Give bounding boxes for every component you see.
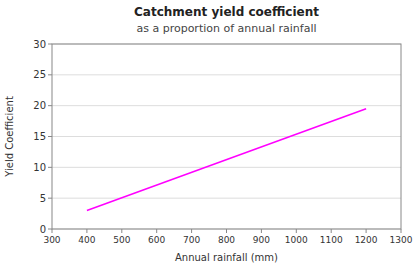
y-axis-label: Yield Coefficient <box>4 96 15 178</box>
plot-area <box>87 109 366 211</box>
axes: 300 400 500 600 700 800 900 1000 1100 1200 1300 0 5 1… <box>33 39 412 246</box>
y-tick <box>48 44 52 45</box>
x-axis-label: Annual rainfall (mm) <box>175 252 278 263</box>
x-tick <box>296 229 297 233</box>
data-line <box>87 109 366 211</box>
x-tick-label: 800 <box>218 235 235 245</box>
x-tick-label: 900 <box>253 235 270 245</box>
chart-title: Catchment yield coefficient <box>134 5 319 19</box>
y-tick-label: 0 <box>40 224 46 235</box>
chart-container: 300 400 500 600 700 800 900 1000 1100 1200 1300 0 5 1… <box>0 0 417 267</box>
x-tick-label: 1000 <box>285 235 308 245</box>
x-tick <box>401 229 402 233</box>
y-tick <box>48 229 52 230</box>
y-tick <box>48 167 52 168</box>
y-tick-label: 30 <box>33 39 46 50</box>
x-tick-label: 700 <box>183 235 200 245</box>
y-tick-label: 20 <box>33 100 46 111</box>
grid <box>52 44 401 229</box>
x-tick <box>366 229 367 233</box>
x-tick <box>156 229 157 233</box>
grid-line <box>52 167 401 168</box>
x-tick <box>191 229 192 233</box>
chart-subtitle: as a proportion of annual rainfall <box>136 22 316 35</box>
y-tick <box>48 105 52 106</box>
x-tick <box>331 229 332 233</box>
y-tick <box>48 74 52 75</box>
grid-line <box>52 198 401 199</box>
x-tick-label: 300 <box>43 235 60 245</box>
x-tick-label: 500 <box>113 235 130 245</box>
x-tick-label: 400 <box>78 235 95 245</box>
x-tick <box>121 229 122 233</box>
y-tick <box>48 198 52 199</box>
grid-line <box>52 74 401 75</box>
y-tick <box>48 136 52 137</box>
grid-line <box>52 136 401 137</box>
grid-line <box>52 105 401 106</box>
y-tick-label: 5 <box>40 193 46 204</box>
x-tick-label: 1100 <box>320 235 343 245</box>
y-tick-label: 25 <box>33 69 46 80</box>
x-tick <box>52 229 53 233</box>
x-tick-label: 1300 <box>390 235 413 245</box>
plot-frame <box>52 44 401 229</box>
x-tick-label: 600 <box>148 235 165 245</box>
x-tick <box>261 229 262 233</box>
y-tick-label: 15 <box>33 131 46 142</box>
x-tick <box>226 229 227 233</box>
y-tick-label: 10 <box>33 162 46 173</box>
x-tick-label: 1200 <box>355 235 378 245</box>
chart-svg: 300 400 500 600 700 800 900 1000 1100 1200 1300 0 5 1… <box>0 0 417 267</box>
x-tick <box>86 229 87 233</box>
